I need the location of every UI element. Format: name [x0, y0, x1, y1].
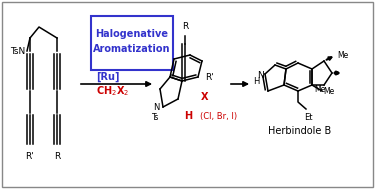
Text: Aromatization: Aromatization: [93, 44, 171, 54]
Text: Me: Me: [337, 50, 348, 60]
Text: N: N: [258, 70, 264, 80]
Text: Me: Me: [323, 88, 334, 97]
Text: Ts: Ts: [152, 112, 160, 122]
Text: R: R: [182, 22, 188, 31]
Text: CH$_2$X$_2$: CH$_2$X$_2$: [96, 84, 129, 98]
FancyBboxPatch shape: [2, 2, 373, 187]
Text: X: X: [201, 92, 209, 102]
Text: N: N: [153, 104, 159, 112]
Text: H: H: [253, 77, 259, 85]
Text: R': R': [205, 73, 214, 81]
Text: Herbindole B: Herbindole B: [268, 126, 332, 136]
Text: Me: Me: [314, 85, 325, 94]
Text: TsN: TsN: [10, 46, 25, 56]
Text: R: R: [54, 152, 60, 161]
Text: R': R': [26, 152, 34, 161]
FancyBboxPatch shape: [91, 16, 173, 70]
Text: Et: Et: [304, 113, 312, 122]
Text: (Cl, Br, I): (Cl, Br, I): [200, 112, 237, 121]
Text: [Ru]: [Ru]: [96, 72, 120, 82]
Text: H: H: [184, 111, 192, 121]
Text: Halogenative: Halogenative: [96, 29, 168, 39]
